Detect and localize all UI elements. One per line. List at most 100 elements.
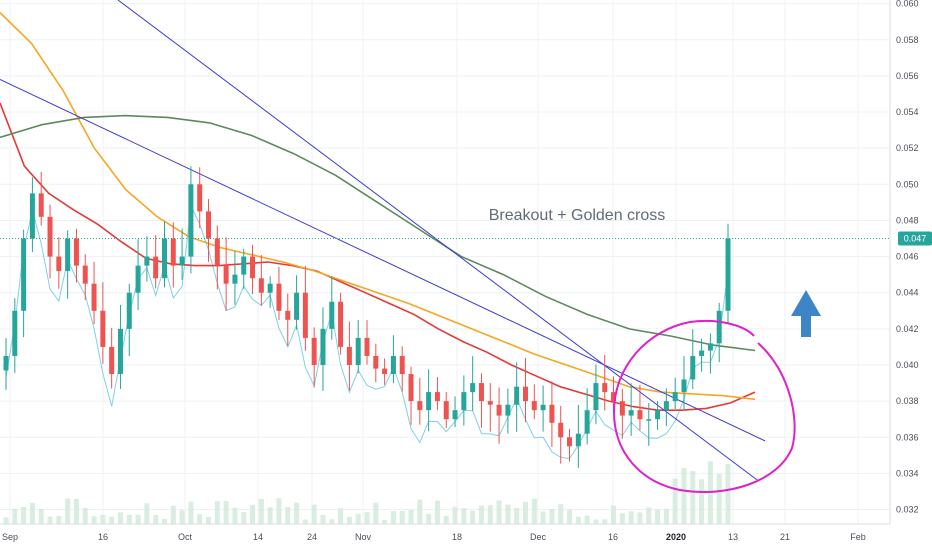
candle-body xyxy=(241,256,247,275)
candle-body xyxy=(672,392,678,402)
candle-body xyxy=(250,256,256,279)
moving-average-line xyxy=(0,12,756,401)
volume-bar xyxy=(197,514,203,524)
candle-body xyxy=(65,238,71,272)
x-tick-label: Dec xyxy=(530,532,547,542)
volume-bar xyxy=(276,498,282,524)
y-tick-label: 0.036 xyxy=(896,432,919,442)
volume-bar xyxy=(426,514,432,524)
volume-bar xyxy=(91,516,97,524)
x-tick-label: 16 xyxy=(98,532,108,542)
candle-body xyxy=(663,401,669,411)
candle-body xyxy=(29,193,35,239)
volume-bar xyxy=(540,511,546,524)
candle-body xyxy=(408,374,414,402)
volume-bar xyxy=(320,514,326,524)
candle-body xyxy=(223,265,229,284)
volume-bar xyxy=(117,512,123,524)
volume-bar xyxy=(549,508,555,524)
candle-body xyxy=(390,355,396,375)
volume-bar xyxy=(681,467,687,524)
volume-bars xyxy=(3,461,731,524)
candle-body xyxy=(496,404,502,416)
x-tick-label: 18 xyxy=(452,532,462,542)
volume-bar xyxy=(487,505,493,524)
grid xyxy=(0,0,890,524)
x-tick-label: Nov xyxy=(355,532,372,542)
bollinger-band xyxy=(5,203,729,460)
volume-bar xyxy=(602,519,608,524)
x-tick-label: 16 xyxy=(608,532,618,542)
volume-bar xyxy=(100,514,106,524)
volume-bar xyxy=(558,504,564,524)
y-tick-label: 0.058 xyxy=(896,35,919,45)
volume-bar xyxy=(434,500,440,524)
candle-body xyxy=(285,310,291,320)
volume-bar xyxy=(514,508,520,524)
candle-body xyxy=(452,410,458,420)
volume-bar xyxy=(699,479,705,524)
candle-body xyxy=(567,437,573,447)
annotations: Breakout + Golden cross xyxy=(489,207,821,494)
volume-bar xyxy=(690,471,696,524)
candle-body xyxy=(575,433,581,447)
volume-bar xyxy=(619,513,625,524)
moving-average-line xyxy=(0,114,756,352)
y-tick-label: 0.040 xyxy=(896,360,919,370)
candle-body xyxy=(311,337,317,365)
volume-bar xyxy=(38,509,44,524)
volume-bar xyxy=(364,512,370,524)
trendlines xyxy=(0,0,766,482)
volume-bar xyxy=(294,502,300,524)
volume-bar xyxy=(126,514,132,524)
x-tick-label: Sep xyxy=(2,532,18,542)
volume-bar xyxy=(373,502,379,524)
candle-body xyxy=(206,211,212,239)
volume-bar xyxy=(285,507,291,524)
candle-body xyxy=(540,404,546,411)
volume-bar xyxy=(3,517,9,524)
volume-bar xyxy=(73,498,79,524)
volume-bar xyxy=(82,507,88,524)
candle-body xyxy=(707,343,713,351)
volume-bar xyxy=(153,515,159,524)
candle-body xyxy=(144,256,150,266)
last-price-label: 0.047 xyxy=(904,234,927,244)
x-tick-label: Oct xyxy=(178,532,193,542)
candle-body xyxy=(364,337,370,356)
volume-bar xyxy=(584,515,590,524)
volume-bar xyxy=(161,518,167,524)
volume-bar xyxy=(179,510,185,524)
y-tick-label: 0.050 xyxy=(896,179,919,189)
candle-body xyxy=(38,193,44,217)
candle-body xyxy=(320,328,326,365)
y-tick-label: 0.056 xyxy=(896,71,919,81)
breakout-circle-mark xyxy=(612,320,796,494)
candle-body xyxy=(56,256,62,272)
x-tick-label: 2020 xyxy=(666,532,686,542)
volume-bar xyxy=(232,507,238,524)
volume-bar xyxy=(29,502,35,524)
volume-bar xyxy=(531,498,537,524)
candle-body xyxy=(417,401,423,411)
candle-body xyxy=(12,310,18,356)
candle-body xyxy=(619,401,625,416)
candle-body xyxy=(82,265,88,284)
bollinger-line xyxy=(5,203,729,460)
candle-body xyxy=(329,301,335,329)
annotation-breakout-golden-cross: Breakout + Golden cross xyxy=(489,207,666,224)
candle-body xyxy=(188,184,194,257)
volume-bar xyxy=(390,511,396,524)
volume-bar xyxy=(223,501,229,524)
volume-bar xyxy=(637,512,643,524)
candle-body xyxy=(681,379,687,393)
up-arrow-icon xyxy=(791,290,821,337)
time-axis[interactable]: Sep 16 Oct 14 24 Nov 18 Dec 16 2020 13 21 Feb xyxy=(2,532,866,542)
price-axis[interactable]: 0.060 0.058 0.056 0.054 0.052 0.050 0.048 0.046… xyxy=(896,0,919,515)
volume-bar xyxy=(575,516,581,524)
volume-bar xyxy=(505,504,511,524)
volume-bar xyxy=(170,505,176,524)
volume-bar xyxy=(461,508,467,524)
